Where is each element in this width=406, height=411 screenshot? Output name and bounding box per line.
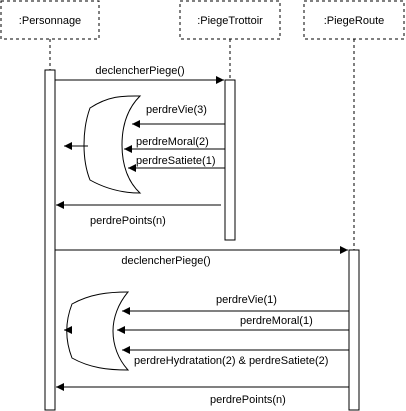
activation-personnage	[44, 69, 56, 411]
message-label: perdrePoints(n)	[210, 394, 286, 406]
participant-piege-route: :PiegeRoute	[303, 0, 405, 40]
message-label: perdreMoral(1)	[240, 315, 313, 327]
crescent-shape	[66, 291, 130, 371]
participant-label: :PiegeTrottoir	[197, 15, 263, 27]
activation-piege-trottoir	[224, 79, 236, 241]
message-label: perdreHydratation(2) & perdreSatiete(2)	[134, 355, 328, 367]
participant-label: :PiegeRoute	[324, 15, 385, 27]
participant-box	[179, 0, 281, 40]
message-label: perdreVie(1)	[216, 294, 277, 306]
message-label: perdrePoints(n)	[90, 215, 166, 227]
message-label: perdreSatiete(1)	[136, 155, 216, 167]
crescent-shape	[83, 95, 142, 194]
activation-piege-route	[348, 249, 360, 411]
participant-piege-trottoir: :PiegeTrottoir	[179, 0, 281, 40]
participant-label: :Personnage	[19, 15, 81, 27]
participant-box	[0, 0, 100, 40]
message-label: declencherPiege()	[95, 65, 184, 77]
message-label: declencherPiege()	[121, 255, 210, 267]
message-label: perdreVie(3)	[146, 104, 207, 116]
message-label: perdreMoral(2)	[136, 136, 209, 148]
participant-personnage: :Personnage	[0, 0, 100, 40]
